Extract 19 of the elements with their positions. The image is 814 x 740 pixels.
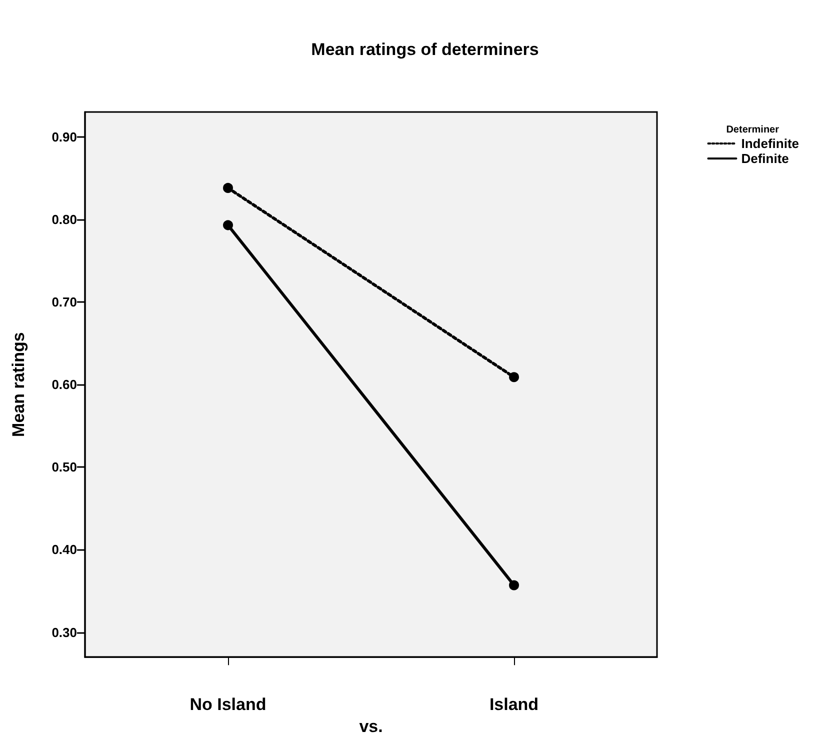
y-tick-label: 0.50: [52, 460, 77, 475]
legend-title: Determiner: [726, 124, 780, 136]
x-axis-title: vs.: [359, 717, 383, 736]
point: [509, 580, 519, 590]
y-tick-label: 0.80: [52, 212, 77, 227]
y-tick-label: 0.90: [52, 129, 77, 144]
x-tick-label: Island: [489, 695, 539, 714]
y-tick-label: 0.60: [52, 377, 77, 392]
point: [509, 372, 519, 382]
point: [223, 182, 233, 193]
chart-title: Mean ratings of determiners: [311, 40, 539, 59]
y-tick-label: 0.40: [52, 542, 77, 558]
x-tick-label: No Island: [190, 695, 266, 714]
y-tick-label: 0.70: [52, 294, 77, 310]
legend-label: Definite: [741, 151, 789, 166]
y-axis-title: Mean ratings: [9, 332, 28, 437]
y-tick-label: 0.30: [52, 624, 77, 640]
point: [223, 220, 233, 230]
legend-label: Indefinite: [741, 136, 800, 151]
